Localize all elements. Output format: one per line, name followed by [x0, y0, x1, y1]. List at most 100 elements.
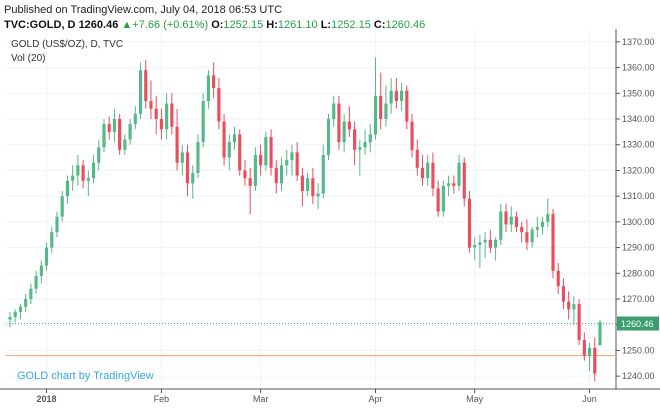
- candle-body: [55, 216, 59, 233]
- candle-body: [530, 229, 534, 243]
- candle-body: [138, 70, 143, 114]
- close-label: C:: [373, 19, 386, 31]
- time-tick-label: Apr: [368, 394, 382, 404]
- candle-body: [248, 178, 252, 186]
- candle-body: [582, 340, 586, 356]
- candle-body: [598, 322, 602, 346]
- candle-body: [295, 152, 299, 176]
- price-tick-label: 1330.00: [622, 140, 655, 150]
- candle-body: [520, 227, 524, 233]
- quote-line: TVC:GOLD, D 1260.46 ▲+7.66 (+0.61%) O:12…: [4, 18, 654, 33]
- candle-body: [149, 101, 153, 109]
- candle-body: [415, 149, 419, 168]
- change-arrow-icon: ▲: [121, 19, 133, 31]
- candle-body: [274, 167, 278, 184]
- low-label: L:: [320, 19, 332, 31]
- price-tick-label: 1290.00: [622, 243, 655, 253]
- price-tick-label: 1320.00: [622, 165, 655, 175]
- candle-body: [285, 160, 289, 166]
- time-tick-label: Jun: [582, 394, 597, 404]
- price-tick-label: 1250.00: [622, 345, 655, 355]
- candle-body: [321, 155, 325, 194]
- candle-body: [462, 162, 466, 199]
- candle-body: [347, 121, 351, 130]
- candle-body: [400, 90, 404, 101]
- candle-body: [436, 188, 440, 212]
- price-tick-label: 1300.00: [622, 217, 655, 227]
- price-tick-label: 1270.00: [622, 294, 655, 304]
- candle-body: [232, 134, 237, 143]
- candle-body: [504, 211, 508, 225]
- chart-header: Published on TradingView.com, July 04, 2…: [4, 3, 654, 33]
- candle-body: [467, 198, 472, 248]
- candle-body: [572, 304, 576, 310]
- tradingview-watermark[interactable]: GOLD chart by TradingView: [17, 370, 154, 382]
- candle-body: [154, 108, 158, 119]
- candle-body: [394, 90, 398, 101]
- candle-body: [405, 90, 409, 122]
- candlestick-chart[interactable]: 1240.001250.001260.001270.001280.001290.…: [0, 29, 660, 408]
- candle-body: [180, 152, 184, 163]
- candle-body: [593, 347, 597, 374]
- candle-body: [81, 165, 85, 181]
- candle-body: [8, 317, 12, 320]
- candle-body: [494, 239, 498, 248]
- candle-body: [279, 165, 284, 184]
- last-price-tag: [617, 316, 659, 331]
- candle-body: [447, 183, 451, 186]
- candle-body: [227, 142, 231, 158]
- candle-body: [431, 162, 435, 189]
- candle-body: [525, 232, 529, 243]
- candle-body: [368, 134, 372, 143]
- candle-body: [60, 196, 64, 217]
- candle-body: [546, 214, 550, 222]
- candle-body: [97, 147, 101, 163]
- candle-body: [353, 129, 357, 150]
- candle-body: [389, 90, 393, 104]
- candle-body: [175, 126, 179, 163]
- chart-legend: GOLD (US$/OZ), D, TVC Vol (20): [11, 38, 123, 66]
- price-tick-label: 1370.00: [622, 37, 655, 47]
- candle-body: [311, 178, 315, 197]
- candle-body: [556, 270, 560, 287]
- chart-area[interactable]: 1240.001250.001260.001270.001280.001290.…: [0, 29, 660, 408]
- price-tick-label: 1340.00: [622, 114, 655, 124]
- candle-body: [306, 178, 310, 191]
- candle-body: [112, 119, 116, 132]
- candle-body: [118, 119, 122, 150]
- candle-body: [567, 301, 571, 310]
- candle-body: [300, 175, 304, 191]
- candle-body: [332, 103, 336, 119]
- candle-body: [426, 162, 430, 179]
- candle-body: [326, 119, 331, 155]
- candle-body: [541, 221, 545, 227]
- legend-title: GOLD (US$/OZ), D, TVC: [11, 39, 124, 50]
- candle-body: [212, 75, 216, 89]
- candle-body: [18, 306, 23, 312]
- candle-body: [159, 119, 163, 130]
- candle-body: [587, 347, 592, 356]
- candle-body: [243, 170, 247, 179]
- candle-body: [201, 101, 205, 143]
- candle-body: [253, 155, 257, 186]
- candle-body: [102, 124, 106, 148]
- high-value: 1261.10: [277, 19, 318, 31]
- candle-body: [144, 70, 148, 101]
- candle-body: [379, 95, 383, 119]
- time-tick-label: May: [466, 394, 484, 404]
- candle-body: [13, 311, 17, 317]
- candle-body: [269, 137, 273, 168]
- candle-body: [478, 242, 482, 245]
- candle-body: [457, 162, 461, 186]
- candle-body: [373, 95, 378, 135]
- candle-body: [290, 152, 294, 161]
- candle-body: [441, 185, 445, 212]
- candle-body: [577, 304, 581, 341]
- close-value: 1260.46: [385, 19, 426, 31]
- candle-body: [165, 103, 169, 130]
- candle-body: [358, 147, 362, 150]
- candle-body: [34, 275, 38, 289]
- candle-body: [473, 245, 477, 248]
- open-label: O:: [211, 19, 224, 31]
- price-tick-label: 1310.00: [622, 191, 655, 201]
